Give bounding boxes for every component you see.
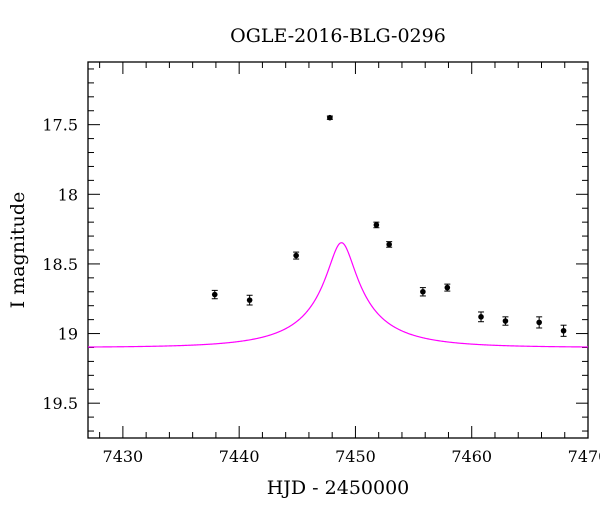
y-tick-label: 18 [58, 185, 78, 204]
x-tick-label: 7440 [219, 447, 260, 466]
y-tick-label: 18.5 [42, 255, 78, 274]
y-axis-label: I magnitude [7, 192, 29, 309]
x-axis-label: HJD - 2450000 [267, 477, 410, 499]
data-point-10 [502, 318, 509, 324]
data-point-2 [246, 297, 253, 303]
x-tick-label: 7470 [568, 447, 600, 466]
data-point-5 [373, 222, 380, 228]
x-tick-label: 7450 [335, 447, 376, 466]
data-point-8 [444, 284, 451, 291]
x-tick-label: 7430 [103, 447, 144, 466]
chart-title: OGLE-2016-BLG-0296 [230, 25, 446, 47]
y-tick-label: 19.5 [42, 394, 78, 413]
plot-area: 7430 7440 7450 7460 7470 17.5 18 18.5 19 19.5 [42, 61, 600, 466]
data-point-4 [327, 114, 333, 121]
data-point-3 [293, 252, 299, 259]
x-tick-label: 7460 [451, 447, 492, 466]
y-tick-label: 19 [58, 325, 78, 344]
data-point-9 [478, 314, 484, 320]
model-curve [88, 242, 588, 348]
data-point-11 [536, 319, 542, 326]
data-point-6 [386, 241, 392, 248]
data-point-7 [420, 288, 426, 295]
y-tick-label: 17.5 [42, 116, 78, 135]
plot-frame [87, 61, 589, 439]
data-point-12 [560, 327, 567, 334]
data-point-1 [211, 291, 218, 298]
